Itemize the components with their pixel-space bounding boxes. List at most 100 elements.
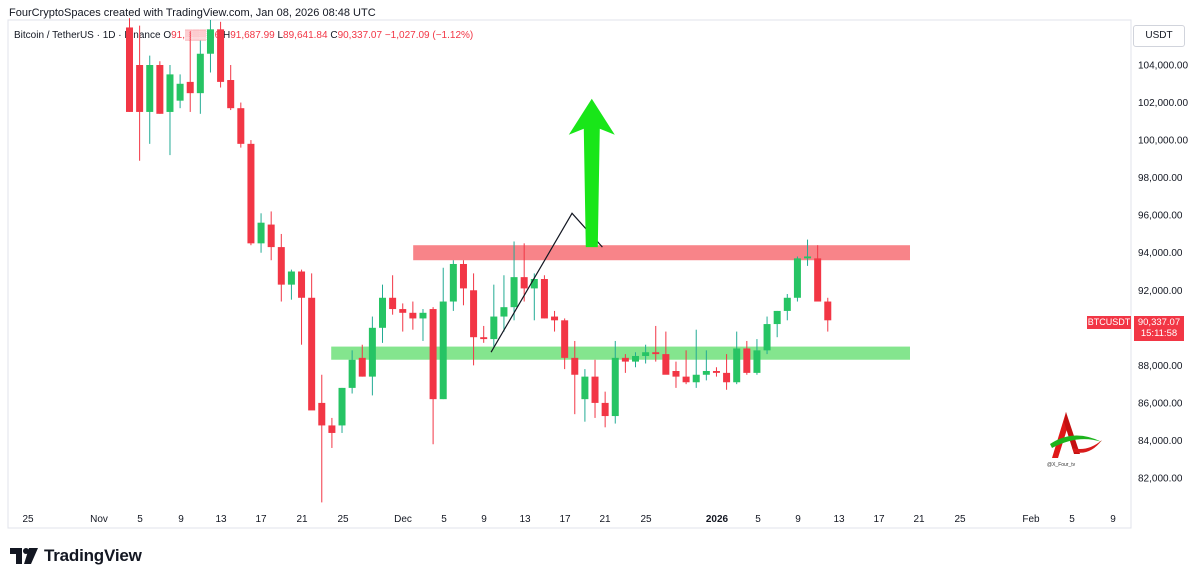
- time-tick-label: 9: [481, 514, 487, 525]
- time-tick-label: 25: [954, 514, 966, 525]
- candle-body: [773, 310, 781, 325]
- last-price-value: 90,337.07: [1137, 317, 1181, 328]
- candle-up: [632, 352, 639, 368]
- candle-up: [379, 284, 386, 343]
- candle-body: [530, 279, 538, 289]
- candle-down: [551, 310, 559, 332]
- candle-body: [267, 224, 275, 248]
- candle-body: [470, 290, 478, 338]
- candle-body: [196, 53, 204, 94]
- candle-body: [763, 324, 771, 351]
- time-tick-label: 5: [755, 514, 761, 525]
- chart-attribution: FourCryptoSpaces created with TradingVie…: [9, 7, 376, 19]
- time-tick-label: 13: [215, 514, 227, 525]
- candle-down: [743, 340, 751, 375]
- candle-down: [318, 374, 326, 503]
- time-tick-label: 25: [337, 514, 349, 525]
- candle-down: [126, 18, 133, 112]
- open-label: O: [163, 30, 172, 41]
- candle-down: [682, 350, 690, 385]
- candle-down: [712, 367, 720, 377]
- candle-up: [692, 329, 700, 388]
- time-ticks: 25 Nov 5 9 13 17 21 25 Dec 5 9 13 17 21 25 2026 5 9 13 17 21…: [22, 514, 1116, 525]
- candle-down: [814, 245, 822, 302]
- candle-down: [723, 354, 731, 390]
- time-tick-label: 9: [178, 514, 184, 525]
- time-tick-label: 13: [833, 514, 845, 525]
- price-tick-label: 94,000.00: [1138, 248, 1183, 259]
- candle-body: [419, 312, 427, 319]
- support-zone: [331, 346, 910, 360]
- candle-body: [540, 279, 548, 319]
- time-tick-label: 5: [1069, 514, 1075, 525]
- candle-body: [571, 357, 579, 375]
- candle-up: [793, 256, 801, 302]
- candle-up: [804, 239, 812, 266]
- candle-down: [591, 359, 599, 418]
- candle-down: [186, 31, 194, 112]
- candle-body: [632, 355, 639, 362]
- candle-body: [186, 81, 194, 94]
- candle-body: [733, 348, 741, 383]
- candle-body: [783, 297, 791, 311]
- plot-area-border: [7, 19, 1132, 529]
- candle-body: [621, 357, 629, 362]
- candle-body: [389, 297, 397, 310]
- candle-body: [793, 258, 801, 298]
- candle-body: [298, 271, 306, 298]
- candle-up: [257, 213, 265, 253]
- time-tick-label: 17: [559, 514, 571, 525]
- candle-body: [672, 370, 680, 377]
- price-tick-label: 102,000.00: [1138, 98, 1188, 109]
- candle-down: [247, 140, 255, 246]
- candle-up: [611, 340, 619, 424]
- ohlc-legend: Bitcoin / TetherUS · 1D · Binance O91,▒▒…: [14, 30, 473, 41]
- candle-up: [490, 284, 498, 347]
- candle-down: [277, 233, 285, 302]
- candle-body: [712, 370, 720, 373]
- candle-up: [206, 19, 214, 73]
- symbol-description: Bitcoin / TetherUS · 1D · Binance: [14, 30, 161, 41]
- candle-down: [571, 340, 579, 415]
- candle-down: [298, 269, 306, 345]
- candle-up: [733, 331, 741, 385]
- tradingview-icon: [10, 548, 38, 564]
- candle-up: [439, 267, 447, 400]
- candle-body: [146, 65, 154, 112]
- high-label: H: [222, 30, 231, 41]
- candle-body: [520, 277, 528, 289]
- time-tick-label: 21: [296, 514, 308, 525]
- price-tick-label: 104,000.00: [1138, 61, 1188, 72]
- price-tick-label: 84,000.00: [1138, 436, 1183, 447]
- currency-selector[interactable]: USDT: [1133, 25, 1185, 47]
- candle-body: [642, 352, 650, 356]
- candle-down: [459, 260, 467, 306]
- candle-up: [176, 74, 184, 109]
- candle-up: [773, 310, 781, 338]
- tradingview-logo[interactable]: TradingView: [10, 544, 142, 568]
- candle-up: [642, 344, 650, 364]
- price-ticks: 104,000.00 102,000.00 100,000.00 98,000.00 9…: [1138, 61, 1188, 485]
- candle-body: [652, 352, 660, 355]
- high-value: 91,687.99: [230, 30, 275, 41]
- candle-down: [824, 297, 832, 332]
- time-tick-label: 21: [913, 514, 925, 525]
- candle-body: [702, 370, 710, 375]
- candle-body: [409, 312, 417, 319]
- candle-down: [409, 301, 417, 330]
- candle-down: [429, 307, 437, 445]
- candle-down: [227, 65, 235, 111]
- candle-body: [804, 256, 812, 259]
- candle-up: [510, 241, 518, 321]
- candle-body: [156, 65, 164, 114]
- candle-down: [540, 275, 548, 319]
- candle-down: [601, 391, 609, 428]
- candle-body: [480, 337, 488, 340]
- candle-body: [611, 357, 619, 417]
- time-tick-label: 2026: [706, 514, 729, 525]
- time-tick-label: 25: [640, 514, 652, 525]
- candle-body: [136, 65, 144, 112]
- candle-body: [368, 327, 376, 377]
- candle-body: [753, 350, 761, 373]
